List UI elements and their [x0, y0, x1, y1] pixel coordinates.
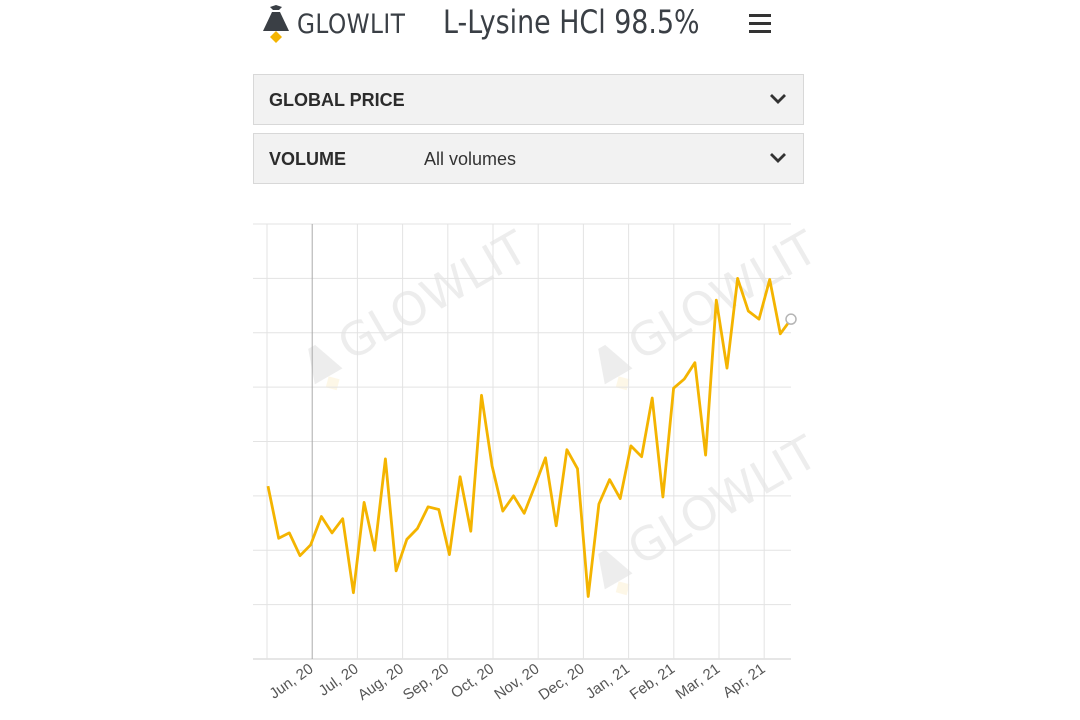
logo[interactable]: GLOWLIT	[261, 4, 423, 44]
x-tick-label: Nov, 20	[491, 660, 542, 703]
watermark-text: GLOWLIT	[619, 425, 827, 577]
x-tick-label: Sep, 20	[400, 660, 452, 704]
watermark-lamp-icon	[615, 581, 630, 596]
chevron-down-icon	[770, 94, 786, 104]
x-tick-label: Jul, 20	[316, 660, 362, 699]
logo-text: GLOWLIT	[297, 8, 406, 40]
watermark-lamp-icon	[598, 549, 633, 590]
series-end-marker	[785, 313, 797, 325]
volume-dropdown[interactable]: VOLUME All volumes	[253, 133, 804, 184]
chevron-down-icon	[770, 153, 786, 163]
x-tick-label: Mar, 21	[673, 660, 724, 703]
x-tick-label: Dec, 20	[536, 660, 588, 704]
x-tick-label: Jun, 20	[266, 660, 316, 702]
x-tick-label: Feb, 21	[627, 660, 678, 703]
global-price-dropdown[interactable]: GLOBAL PRICE	[253, 74, 804, 125]
global-price-label: GLOBAL PRICE	[269, 90, 405, 110]
x-tick-label: Apr, 21	[720, 660, 769, 701]
price-series-line	[266, 276, 793, 598]
volume-selected-value: All volumes	[424, 149, 517, 169]
watermark-text: GLOWLIT	[329, 220, 537, 372]
hamburger-menu-icon[interactable]	[747, 10, 775, 36]
volume-label: VOLUME	[269, 149, 347, 169]
x-tick-label: Oct, 20	[448, 660, 497, 702]
watermark: GLOWLIT	[598, 220, 827, 391]
page-title: L-Lysine HCl 98.5%	[443, 3, 700, 41]
x-tick-label: Aug, 20	[355, 660, 407, 704]
x-tick-label: Jan, 21	[583, 660, 633, 702]
watermark: GLOWLIT	[308, 220, 537, 391]
glowlit-lamp-icon	[263, 5, 289, 43]
header: GLOWLIT L-Lysine HCl 98.5%	[253, 0, 805, 52]
watermark-lamp-icon	[598, 344, 633, 385]
watermark-lamp-icon	[308, 344, 343, 385]
